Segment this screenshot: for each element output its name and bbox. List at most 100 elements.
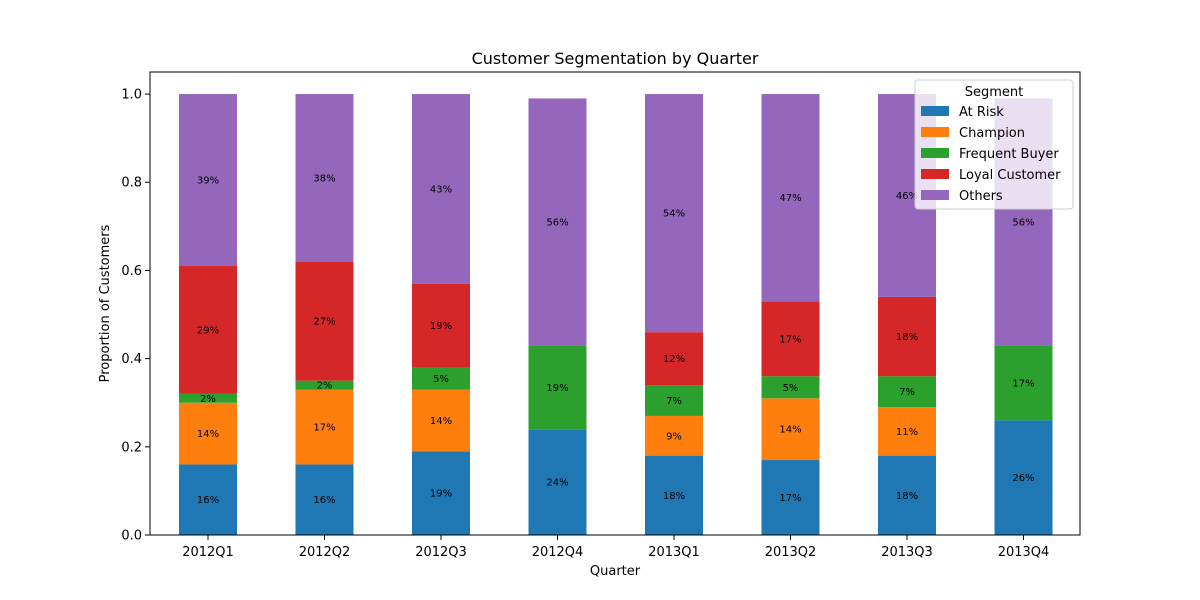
data-label: 7% [666, 396, 682, 407]
bar-segment [295, 464, 354, 535]
bar-segment [761, 301, 820, 377]
x-axis-label: Quarter [590, 564, 641, 579]
data-label: 56% [546, 217, 568, 228]
data-labels-group: 16% 14% 2% 29% 39% 16% 17% 2% 27% 38% 19% 14% 5% 19% 4… [197, 173, 1035, 506]
y-tick-label: 0.0 [121, 529, 142, 544]
data-label: 17% [779, 493, 801, 504]
legend: Segment At Risk Champion Frequent Buyer Loya… [914, 79, 1074, 210]
data-label: 16% [313, 495, 335, 506]
y-tick-label: 0.4 [121, 352, 142, 367]
bar-segment [645, 332, 703, 386]
data-label: 26% [1012, 473, 1034, 484]
data-label: 17% [1012, 378, 1034, 389]
data-label: 19% [430, 321, 452, 332]
bar-segment [528, 429, 587, 535]
data-label: 54% [663, 209, 685, 220]
legend-swatch [921, 169, 949, 179]
data-label: 38% [313, 173, 335, 184]
legend-swatch [921, 190, 949, 200]
bar-segment [295, 380, 354, 390]
bars-group [179, 94, 1053, 535]
data-label: 16% [197, 495, 219, 506]
bar-segment [412, 94, 470, 284]
legend-title: Segment [965, 85, 1024, 100]
x-tick-label: 2013Q3 [881, 545, 933, 560]
plot-frame [149, 71, 1081, 536]
legend-swatch [921, 148, 949, 158]
data-label: 2% [200, 394, 216, 405]
data-label: 11% [896, 427, 918, 438]
bar-segment [179, 393, 237, 403]
x-tick-label: 2013Q2 [765, 545, 817, 560]
x-tick-label: 2012Q4 [532, 545, 584, 560]
y-axis-label: Proportion of Customers [98, 224, 113, 382]
data-label: 27% [313, 317, 335, 328]
x-axis: 2012Q1 2012Q2 2012Q3 2012Q4 2013Q1 2013Q2 2013… [182, 535, 1049, 560]
x-tick-label: 2012Q2 [299, 545, 351, 560]
bar-segment [528, 98, 587, 346]
legend-swatch [921, 127, 949, 137]
data-label: 12% [663, 354, 685, 365]
bar-segment [994, 345, 1053, 421]
data-label: 5% [433, 374, 449, 385]
data-label: 24% [546, 478, 568, 489]
data-label: 17% [313, 422, 335, 433]
bar-segment [412, 283, 470, 368]
bar-segment [645, 385, 703, 416]
data-label: 19% [430, 489, 452, 500]
legend-box [914, 79, 1074, 210]
chart-title: Customer Segmentation by Quarter [472, 49, 759, 68]
bar-segment [295, 389, 354, 465]
bar-segment [412, 451, 470, 535]
data-label: 9% [666, 431, 682, 442]
y-tick-label: 0.2 [121, 440, 142, 455]
data-label: 18% [896, 491, 918, 502]
data-label: 18% [896, 332, 918, 343]
x-tick-label: 2013Q1 [648, 545, 700, 560]
data-label: 5% [783, 383, 799, 394]
bar-segment [179, 94, 237, 267]
legend-item-label: Champion [959, 126, 1025, 141]
data-label: 29% [197, 325, 219, 336]
bar-segment [645, 455, 703, 535]
bar-segment [761, 398, 820, 461]
legend-item-label: Frequent Buyer [959, 147, 1059, 162]
data-label: 14% [779, 425, 801, 436]
bar-segment [878, 296, 936, 377]
bar-segment [878, 376, 936, 408]
data-label: 17% [779, 334, 801, 345]
bar-segment [878, 407, 936, 456]
bar-segment [295, 261, 354, 381]
data-label: 56% [1012, 217, 1034, 228]
legend-item-label: Others [959, 189, 1003, 204]
x-tick-label: 2012Q1 [182, 545, 234, 560]
legend-swatch [921, 106, 949, 116]
bar-segment [761, 460, 820, 535]
y-tick-label: 0.8 [121, 176, 142, 191]
data-label: 46% [896, 191, 918, 202]
x-tick-label: 2012Q3 [415, 545, 467, 560]
data-label: 14% [197, 429, 219, 440]
bar-segment [645, 415, 703, 456]
data-label: 14% [430, 416, 452, 427]
data-label: 18% [663, 491, 685, 502]
bar-segment [528, 345, 587, 430]
x-tick-label: 2013Q4 [998, 545, 1050, 560]
data-label: 7% [899, 387, 915, 398]
bar-segment [994, 420, 1053, 535]
bar-segment [179, 464, 237, 535]
bar-segment [645, 94, 703, 333]
data-label: 39% [197, 176, 219, 187]
bar-segment [179, 266, 237, 394]
bar-segment [179, 402, 237, 465]
bar-segment [878, 455, 936, 535]
data-label: 2% [317, 381, 333, 392]
legend-item-label: At Risk [959, 105, 1004, 120]
data-label: 47% [779, 193, 801, 204]
data-label: 43% [430, 184, 452, 195]
data-label: 19% [546, 383, 568, 394]
y-tick-label: 0.6 [121, 264, 142, 279]
legend-item-label: Loyal Customer [959, 168, 1061, 183]
bar-segment [412, 367, 470, 390]
